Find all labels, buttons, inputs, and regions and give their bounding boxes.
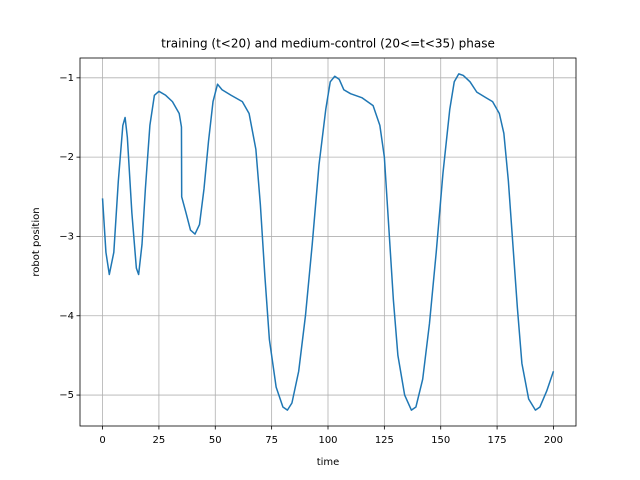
y-tick-label: −5 [59, 390, 74, 401]
x-tick-label: 0 [99, 435, 105, 446]
x-tick-label: 150 [431, 435, 450, 446]
x-tick-label: 175 [488, 435, 507, 446]
y-tick-label: −2 [59, 152, 74, 163]
x-tick-label: 50 [209, 435, 222, 446]
chart-title: training (t<20) and medium-control (20<=… [161, 37, 495, 51]
x-tick-label: 200 [544, 435, 563, 446]
plot-frame [79, 57, 577, 427]
x-axis-label: time [317, 457, 340, 468]
x-tick-label: 125 [375, 435, 394, 446]
x-tick-label: 75 [265, 435, 278, 446]
y-tick-label: −4 [59, 311, 74, 322]
y-tick-label: −3 [59, 231, 74, 242]
x-tick-label: 100 [318, 435, 337, 446]
x-tick-label: 25 [153, 435, 166, 446]
y-axis-label: robot position [31, 207, 42, 276]
data-line [101, 73, 555, 411]
y-tick-label: −1 [59, 73, 74, 84]
